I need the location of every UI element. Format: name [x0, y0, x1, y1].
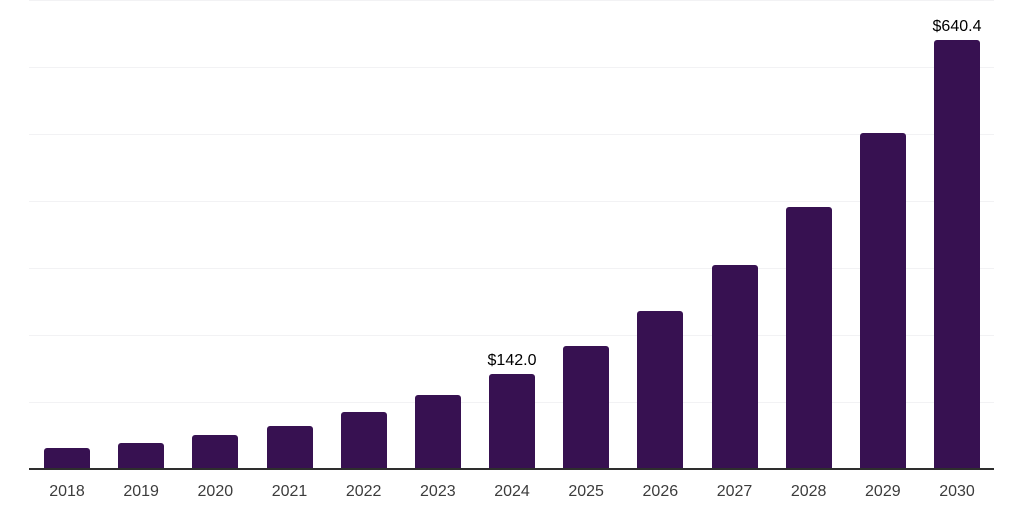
gridline: [29, 268, 994, 269]
x-tick-label-2024: 2024: [494, 483, 530, 500]
bar-2030: [934, 39, 980, 469]
bar-value-label-2024: $142.0: [487, 351, 537, 369]
x-tick-label-2030: 2030: [939, 483, 975, 500]
x-tick-label-2020: 2020: [197, 483, 234, 500]
bar-2028: [785, 206, 832, 469]
bar-2023: [414, 394, 461, 469]
x-tick-label-2028: 2028: [790, 483, 827, 500]
plot-area: $142.0 $640.4: [29, 0, 994, 470]
x-tick-label-2027: 2027: [716, 483, 753, 500]
x-tick-label-2023: 2023: [420, 483, 456, 500]
x-tick-label-2019: 2019: [123, 483, 159, 500]
x-tick-label-2026: 2026: [642, 483, 679, 500]
bar-2024: [489, 373, 535, 469]
x-tick-label-2029: 2029: [865, 483, 901, 500]
bar-2022: [340, 412, 387, 469]
gridline: [29, 201, 994, 202]
bar-2019: [118, 442, 165, 469]
bar-2029: [859, 132, 906, 469]
bar-2026: [637, 310, 684, 469]
gridline: [29, 67, 994, 68]
x-tick-label-2025: 2025: [568, 483, 604, 500]
x-tick-label-2022: 2022: [345, 483, 382, 500]
gridline: [29, 134, 994, 135]
bar-value-label-2030: $640.4: [932, 17, 982, 35]
x-tick-label-2021: 2021: [271, 483, 308, 500]
bar-2020: [192, 435, 239, 469]
bar-2018: [44, 448, 90, 469]
x-axis-line: [29, 468, 994, 470]
bar-2021: [266, 426, 313, 469]
bar-2027: [711, 264, 758, 469]
gridline: [29, 0, 994, 1]
gridline: [29, 335, 994, 336]
bar-2025: [563, 346, 610, 469]
x-tick-label-2018: 2018: [49, 483, 85, 500]
